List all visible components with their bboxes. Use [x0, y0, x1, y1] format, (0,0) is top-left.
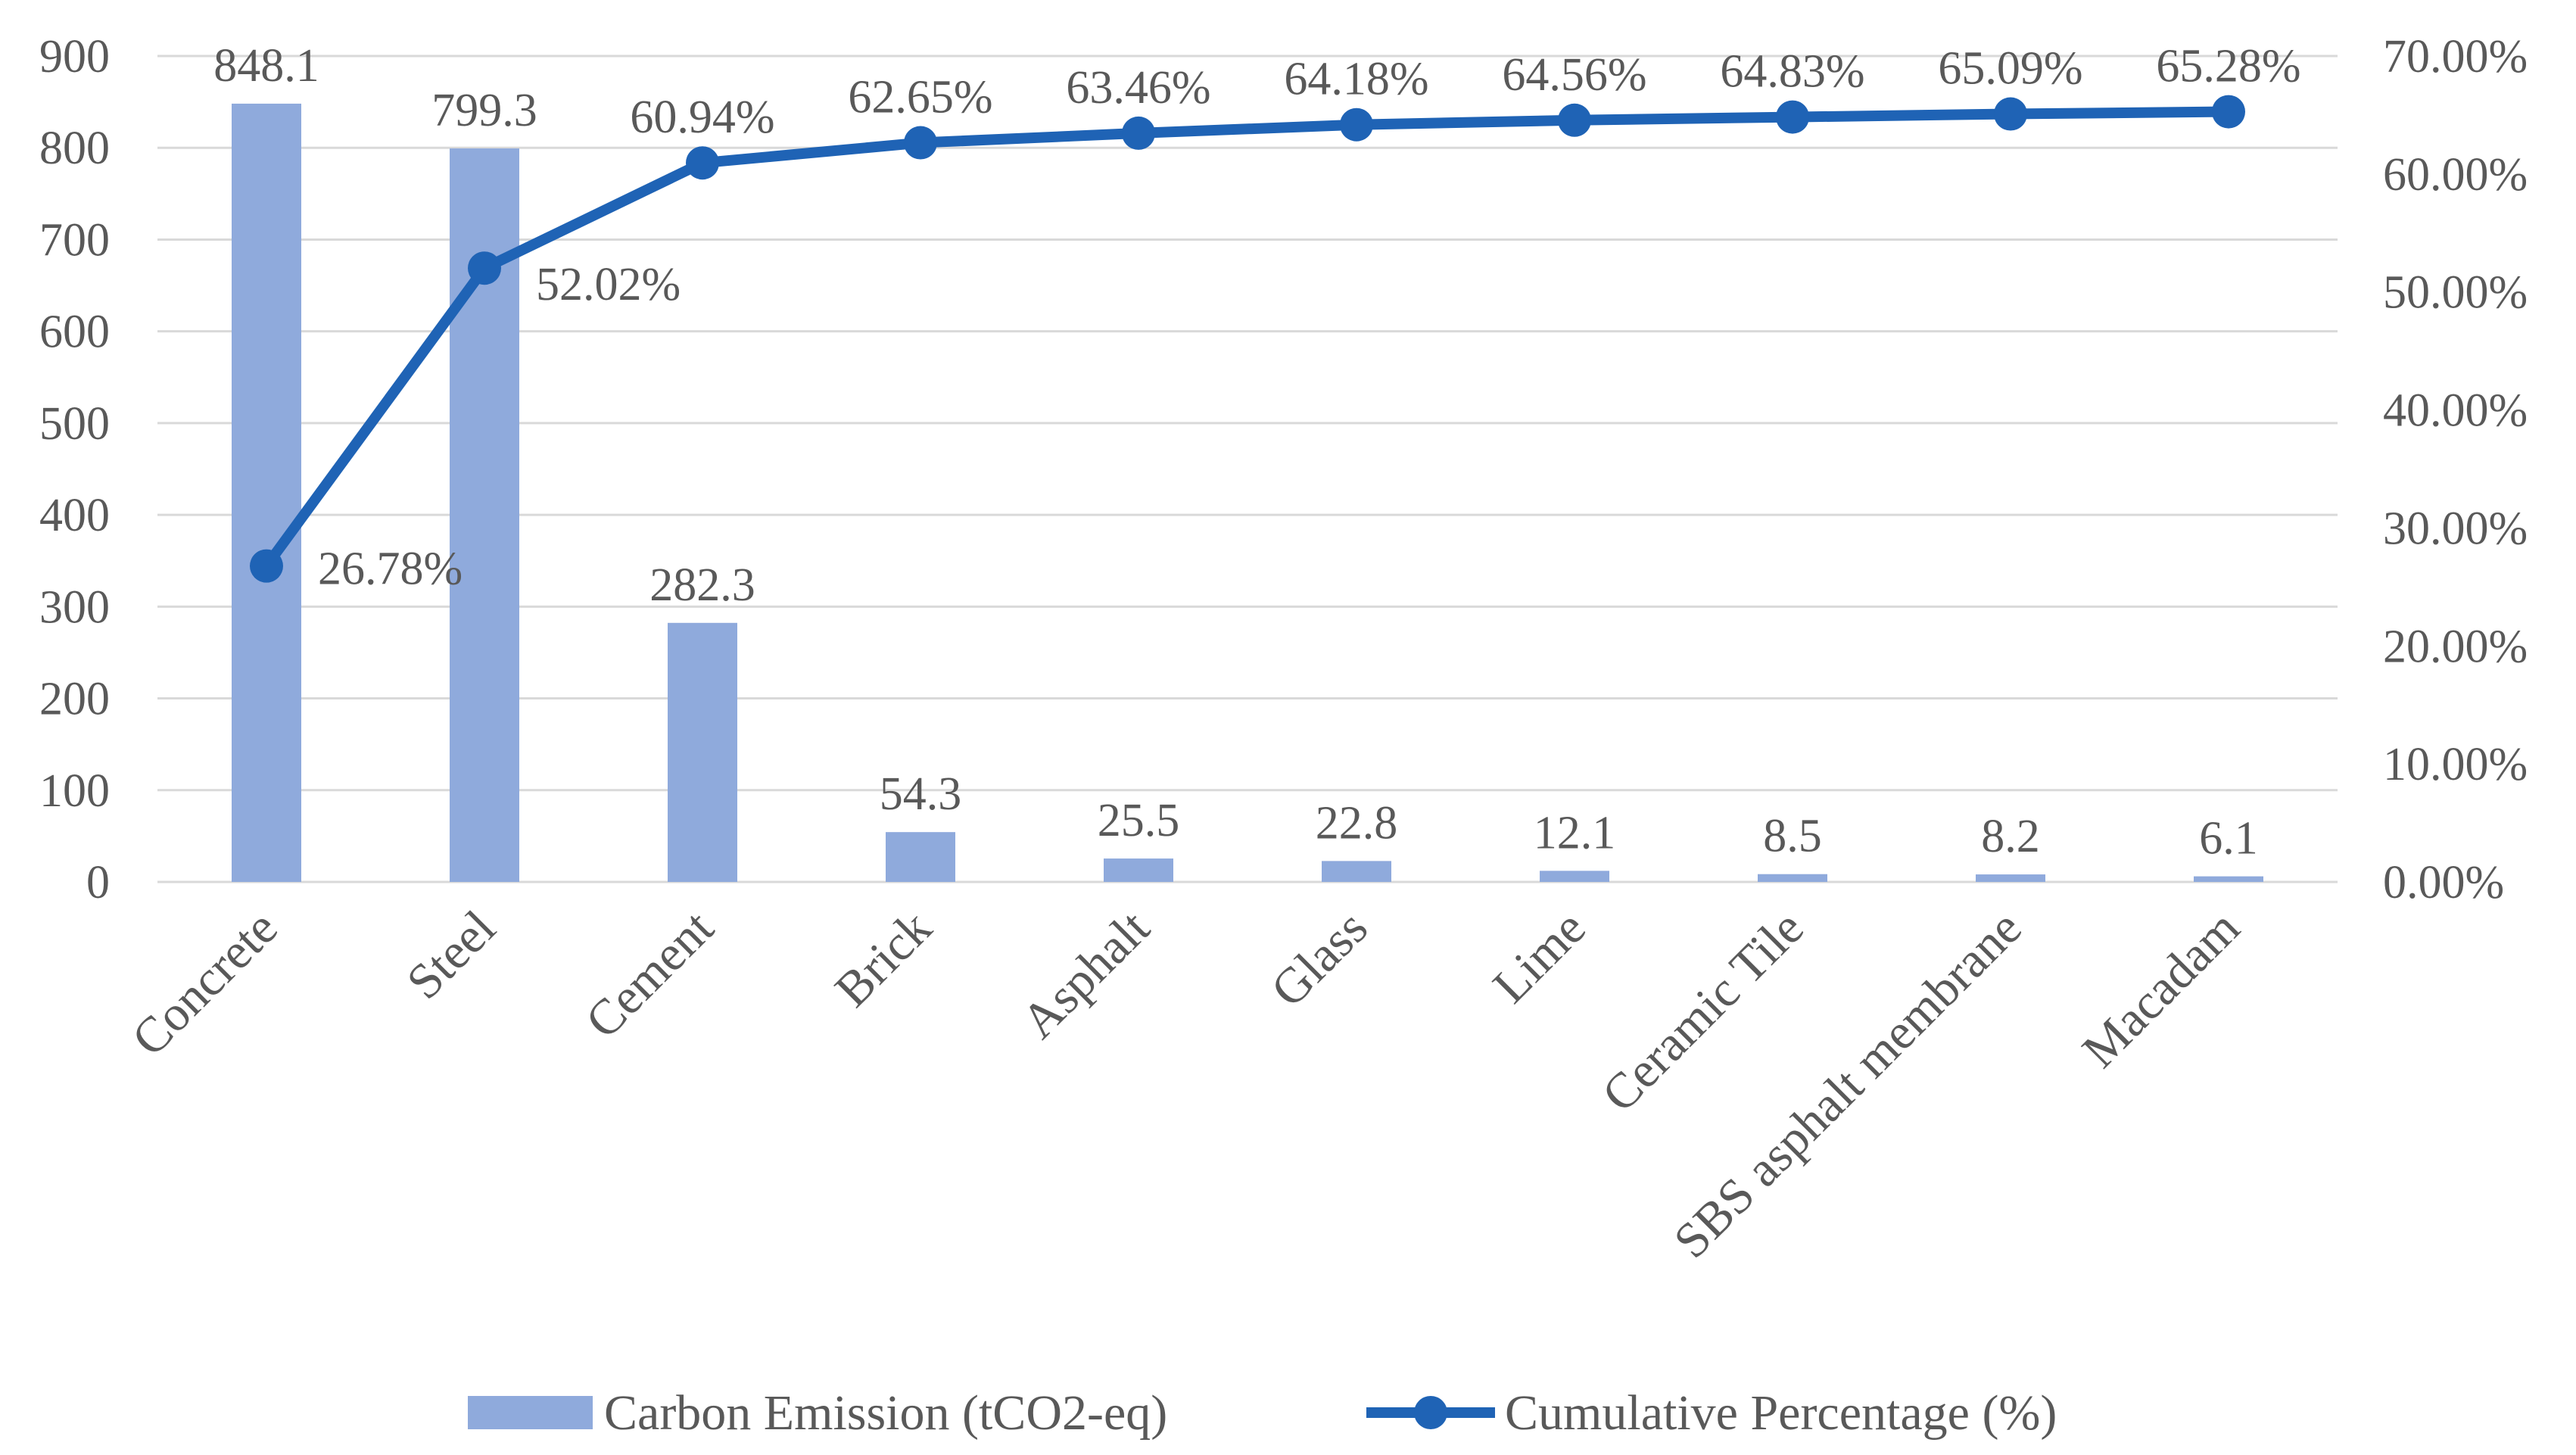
data-labels: 848.1 799.3 282.3 54.3 25.5 22.8 12.1 8.5 8.2 6.1…	[213, 40, 2300, 865]
legend-bar-label: Carbon Emission (tCO2-eq)	[604, 1385, 1167, 1441]
bar-data-label: 282.3	[649, 559, 755, 611]
legend: Carbon Emission (tCO2-eq) Cumulative Perc…	[468, 1385, 2057, 1441]
bar-concrete	[232, 103, 301, 883]
y-left-tick-label: 200	[39, 674, 110, 725]
bar-sbs-asphalt-membrane	[1976, 874, 2045, 882]
line-point	[1776, 100, 1809, 134]
axis-ticks: 0 100 200 300 400 500 600 700 800 900 0.00% 10.00% 2…	[39, 31, 2528, 908]
line-point	[1994, 97, 2027, 131]
line-point	[1340, 107, 1373, 142]
gridlines	[157, 55, 2338, 883]
y-right-tick-label: 20.00%	[2383, 621, 2528, 672]
bar-glass	[1322, 861, 1391, 882]
y-right-tick-label: 40.00%	[2383, 385, 2528, 437]
bar-macadam	[2194, 876, 2263, 882]
legend-bar-swatch	[468, 1396, 593, 1429]
category-label: Asphalt	[1011, 900, 1160, 1049]
bar-data-label: 12.1	[1534, 807, 1616, 858]
bar-data-label: 799.3	[431, 85, 537, 136]
line-data-label: 65.09%	[1938, 43, 2082, 95]
bar-data-label: 22.8	[1316, 797, 1398, 849]
y-left-tick-label: 600	[39, 307, 110, 358]
legend-line-label: Cumulative Percentage (%)	[1505, 1385, 2057, 1441]
line-point	[1122, 116, 1155, 150]
category-label: Ceramic Tile	[1592, 900, 1814, 1123]
y-left-tick-label: 100	[39, 765, 110, 817]
cumulative-line	[262, 106, 2229, 569]
category-label: Concrete	[122, 900, 288, 1067]
y-left-tick-label: 300	[39, 581, 110, 633]
y-left-tick-label: 700	[39, 214, 110, 266]
line-data-label: 62.65%	[848, 72, 992, 123]
y-right-tick-label: 30.00%	[2383, 503, 2528, 554]
line-data-label: 64.18%	[1284, 54, 1428, 105]
line-data-label: 64.56%	[1502, 49, 1646, 101]
line-data-label: 26.78%	[318, 544, 463, 595]
line-data-label: 60.94%	[630, 92, 774, 143]
category-labels: Concrete Steel Cement Brick Asphalt Glass Lime…	[122, 900, 2250, 1269]
category-label: Glass	[1260, 900, 1378, 1017]
line-data-label: 63.46%	[1066, 62, 1210, 114]
y-left-tick-label: 800	[39, 123, 110, 174]
legend-line-marker	[1414, 1396, 1447, 1429]
line-data-label: 64.83%	[1720, 46, 1864, 98]
category-label: Cement	[575, 900, 724, 1049]
bar-lime	[1540, 871, 1609, 882]
y-right-tick-label: 50.00%	[2383, 267, 2528, 319]
y-left-tick-label: 900	[39, 31, 110, 83]
bar-cement	[668, 622, 737, 882]
line-data-label: 65.28%	[2156, 41, 2300, 92]
y-right-tick-label: 70.00%	[2383, 31, 2528, 83]
bar-ceramic-tile	[1758, 874, 1827, 882]
line-series	[250, 95, 2245, 583]
bar-series	[232, 103, 2263, 883]
bar-data-label: 8.5	[1763, 811, 1822, 862]
y-left-tick-label: 400	[39, 490, 110, 541]
y-left-tick-label: 500	[39, 398, 110, 450]
category-label: Macadam	[2072, 900, 2250, 1079]
y-right-tick-label: 10.00%	[2383, 739, 2528, 790]
bar-brick	[886, 832, 955, 882]
bar-data-label: 25.5	[1098, 795, 1180, 846]
bar-data-label: 6.1	[2199, 813, 2258, 865]
y-right-tick-label: 0.00%	[2383, 857, 2504, 908]
line-point	[2212, 95, 2245, 129]
category-label: Steel	[397, 900, 506, 1010]
y-right-tick-label: 60.00%	[2383, 149, 2528, 201]
bar-data-label: 8.2	[1981, 811, 2040, 862]
bar-data-label: 848.1	[213, 40, 319, 92]
line-data-label: 52.02%	[536, 259, 681, 310]
y-left-tick-label: 0	[86, 857, 110, 908]
line-point	[904, 126, 937, 160]
category-label: Brick	[824, 900, 942, 1017]
line-point	[468, 251, 501, 285]
line-point	[686, 146, 719, 180]
category-label: Lime	[1482, 900, 1596, 1014]
bar-asphalt	[1104, 858, 1173, 882]
line-point	[1558, 103, 1591, 137]
bar-data-label: 54.3	[880, 768, 962, 820]
line-point	[250, 549, 283, 583]
